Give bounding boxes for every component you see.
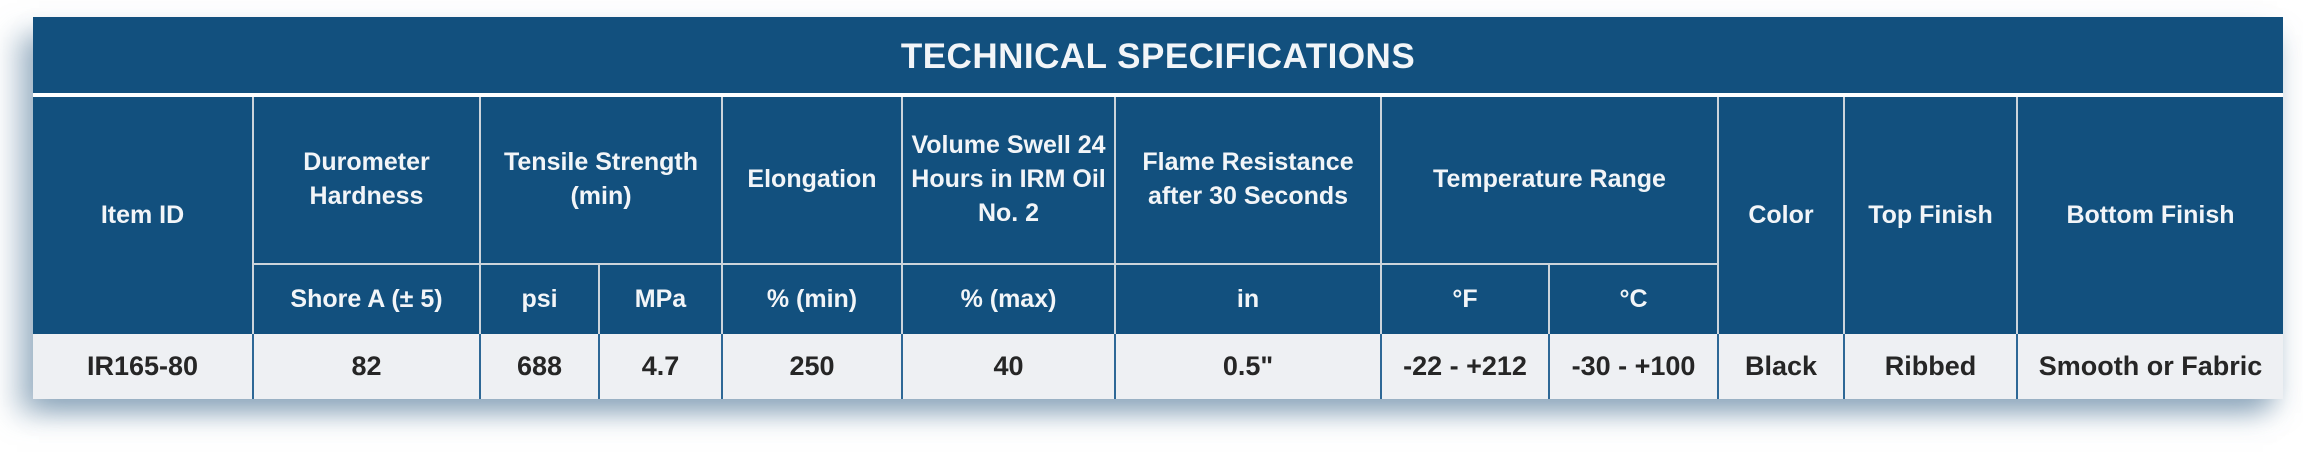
header-row-units: Shore A (± 5) psi MPa % (min) % (max) in… (33, 263, 2283, 334)
unit-inches: in (1114, 263, 1381, 334)
col-header-item-id: Item ID (33, 97, 253, 334)
unit-percent-min: % (min) (721, 263, 902, 334)
cell-tensile-psi: 688 (479, 334, 599, 399)
spec-table-card: TECHNICAL SPECIFICATIONS Item ID Duromet… (33, 17, 2283, 399)
cell-temp-c: -30 - +100 (1548, 334, 1718, 399)
cell-flame: 0.5" (1114, 334, 1381, 399)
table-title: TECHNICAL SPECIFICATIONS (33, 17, 2283, 97)
col-header-temp-range: Temperature Range (1380, 97, 1718, 264)
cell-item-id: IR165-80 (33, 334, 253, 399)
cell-top-finish: Ribbed (1843, 334, 2017, 399)
cell-tensile-mpa: 4.7 (598, 334, 722, 399)
unit-mpa: MPa (598, 263, 722, 334)
unit-shore-a: Shore A (± 5) (252, 263, 480, 334)
header-row-main: Item ID Durometer Hardness Tensile Stren… (33, 97, 2283, 334)
unit-psi: psi (479, 263, 599, 334)
col-header-color: Color (1717, 97, 1844, 334)
unit-celsius: °C (1548, 263, 1718, 334)
cell-durometer: 82 (252, 334, 480, 399)
cell-volume-swell: 40 (901, 334, 1115, 399)
unit-percent-max: % (max) (901, 263, 1115, 334)
spec-table: Item ID Durometer Hardness Tensile Stren… (33, 97, 2283, 399)
col-header-top-finish: Top Finish (1843, 97, 2017, 334)
cell-temp-f: -22 - +212 (1380, 334, 1549, 399)
col-header-volume-swell: Volume Swell 24 Hours in IRM Oil No. 2 (901, 97, 1115, 264)
unit-fahrenheit: °F (1380, 263, 1549, 334)
cell-elongation: 250 (721, 334, 902, 399)
cell-color: Black (1717, 334, 1844, 399)
spec-data-row: IR165-80 82 688 4.7 250 40 0.5" -22 - +2… (33, 334, 2283, 399)
col-header-flame: Flame Resistance after 30 Seconds (1114, 97, 1381, 264)
col-header-bottom-finish: Bottom Finish (2016, 97, 2283, 334)
col-header-durometer: Durometer Hardness (252, 97, 480, 264)
cell-bottom-finish: Smooth or Fabric (2016, 334, 2283, 399)
col-header-elongation: Elongation (721, 97, 902, 264)
col-header-tensile: Tensile Strength (min) (479, 97, 722, 264)
